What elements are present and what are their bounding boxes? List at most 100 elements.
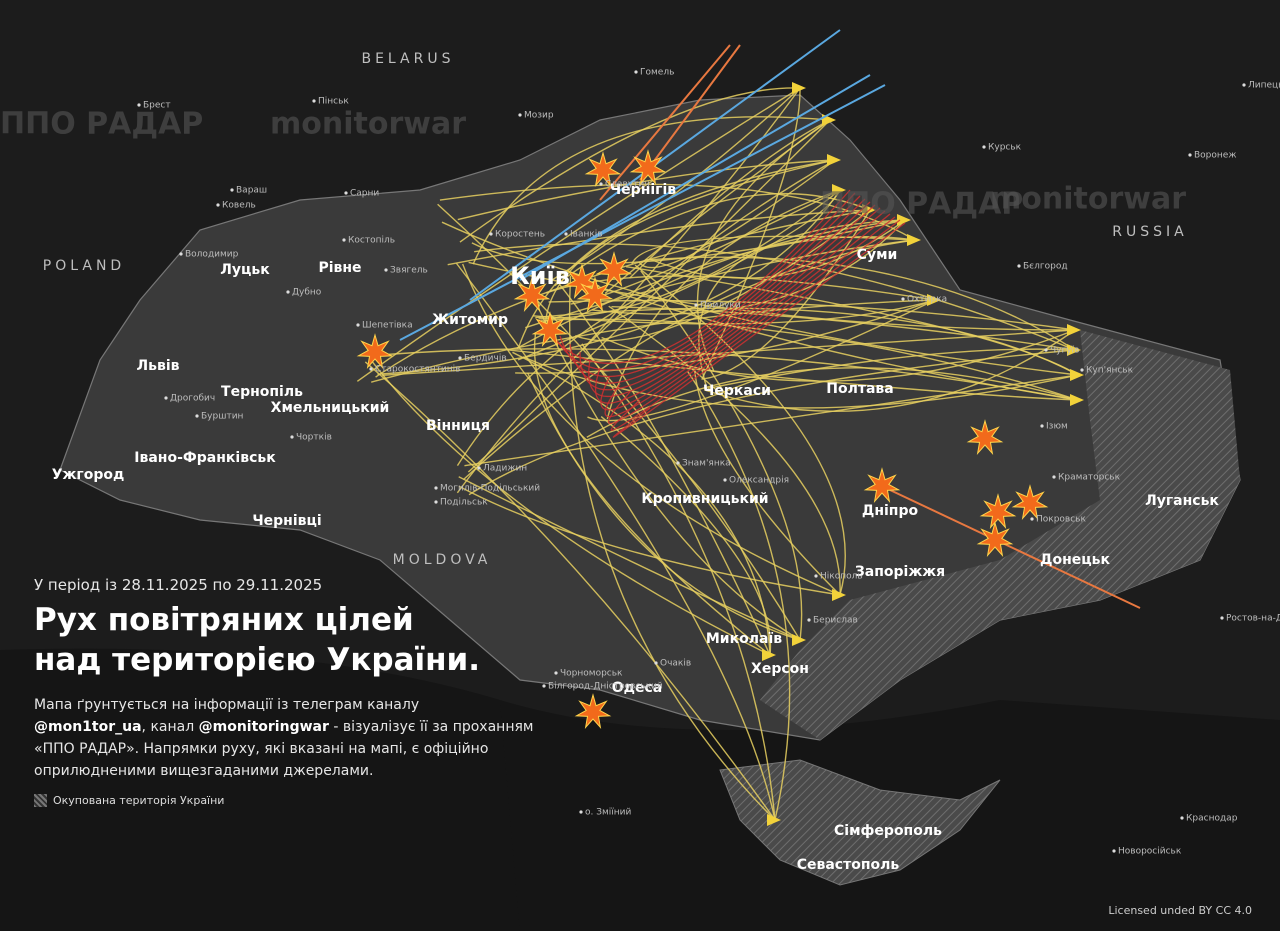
place-label: Могилів-Подільський bbox=[440, 484, 540, 494]
explosion bbox=[1011, 484, 1049, 520]
place-label: Вараш bbox=[236, 186, 267, 196]
arrowhead bbox=[792, 82, 806, 94]
place-label: Бурштин bbox=[201, 412, 244, 422]
missile-track bbox=[612, 222, 906, 438]
trajectory bbox=[461, 263, 841, 596]
trajectory bbox=[629, 119, 831, 279]
trajectory bbox=[548, 299, 1076, 331]
city-label: Ужгород bbox=[52, 467, 125, 483]
trajectory bbox=[698, 219, 906, 387]
place-label: Володимир bbox=[185, 250, 239, 260]
place-label: Ізюм bbox=[1046, 422, 1068, 432]
city-label: Одеса bbox=[612, 680, 662, 696]
trajectory bbox=[591, 219, 906, 315]
sea bbox=[0, 648, 520, 931]
trajectory bbox=[538, 189, 841, 319]
place-dot bbox=[723, 478, 727, 482]
place-label: Берислав bbox=[813, 616, 858, 626]
place-label: Пінськ bbox=[318, 97, 349, 107]
missile-track bbox=[604, 213, 891, 418]
trajectory bbox=[371, 299, 936, 383]
place-label: Гомель bbox=[640, 68, 674, 78]
place-label: Курськ bbox=[988, 143, 1022, 153]
place-dot bbox=[230, 188, 234, 192]
trajectory bbox=[441, 221, 1079, 376]
place-dot bbox=[564, 232, 568, 236]
place-dot bbox=[344, 191, 348, 195]
trajectory bbox=[554, 193, 871, 287]
place-label: Воронеж bbox=[1194, 151, 1236, 161]
city-label: Чернігів bbox=[610, 182, 676, 198]
place-dot bbox=[1112, 849, 1116, 853]
trajectory bbox=[525, 239, 916, 329]
trajectory bbox=[458, 476, 801, 641]
text: , канал bbox=[141, 719, 199, 735]
city-label: Чернівці bbox=[252, 513, 321, 529]
ballistic-track bbox=[639, 44, 741, 181]
city-label: Черкаси bbox=[703, 383, 771, 399]
arrowhead bbox=[792, 634, 806, 646]
place-dot bbox=[1242, 83, 1246, 87]
city-label: Вінниця bbox=[426, 418, 490, 434]
text: Мапа ґрунтується на інформації із телегр… bbox=[34, 697, 420, 713]
city-label: Тернопіль bbox=[221, 384, 303, 400]
missile-track bbox=[610, 219, 901, 431]
missile-track bbox=[595, 207, 881, 404]
place-label: Брест bbox=[143, 101, 171, 111]
watermark: ППО РАДАР bbox=[820, 187, 1023, 222]
arrowhead bbox=[927, 294, 941, 306]
arrowhead bbox=[832, 184, 846, 196]
trajectory bbox=[517, 159, 836, 348]
trajectory bbox=[535, 307, 1079, 376]
place-dot bbox=[542, 684, 546, 688]
place-dot bbox=[369, 367, 373, 371]
place-dot bbox=[599, 182, 603, 186]
place-label: Куп'янськ bbox=[1086, 366, 1134, 376]
trajectory bbox=[568, 275, 776, 821]
arrowhead bbox=[1067, 324, 1081, 336]
trajectory bbox=[634, 264, 846, 596]
place-label: Чугуїв bbox=[1050, 346, 1079, 356]
trajectory bbox=[456, 159, 836, 494]
legend-label: Окупована територія України bbox=[53, 794, 225, 807]
place-dot bbox=[901, 297, 905, 301]
ballistic-track bbox=[599, 44, 731, 201]
place-label: Олександрія bbox=[729, 476, 789, 486]
explosion bbox=[595, 251, 633, 287]
title-line: над територією України. bbox=[34, 642, 481, 678]
trajectory bbox=[586, 367, 1079, 438]
place-dot bbox=[1044, 348, 1048, 352]
trajectory bbox=[703, 329, 1076, 412]
trajectory bbox=[638, 159, 836, 269]
city-label: Хмельницький bbox=[271, 400, 390, 416]
place-dot bbox=[286, 290, 290, 294]
place-dot bbox=[1052, 475, 1056, 479]
trajectory bbox=[377, 189, 841, 375]
trajectory bbox=[693, 369, 841, 596]
place-label: Новоросійськ bbox=[1118, 847, 1182, 857]
trajectory bbox=[650, 219, 906, 279]
explosion bbox=[976, 521, 1014, 557]
place-dot bbox=[634, 70, 638, 74]
place-label: Покровськ bbox=[1036, 515, 1086, 525]
place-dot bbox=[489, 232, 493, 236]
trajectory bbox=[382, 329, 1076, 377]
place-dot bbox=[195, 414, 199, 418]
arrowhead bbox=[1070, 394, 1084, 406]
city-label: Херсон bbox=[751, 661, 809, 677]
watermark: ППО РАДАР bbox=[0, 107, 203, 142]
missile-track bbox=[607, 216, 896, 424]
place-dot bbox=[290, 435, 294, 439]
place-dot bbox=[434, 486, 438, 490]
arrowhead bbox=[827, 154, 841, 166]
place-label: Охтирка bbox=[907, 295, 947, 305]
place-dot bbox=[518, 113, 522, 117]
country-label: BELARUS bbox=[361, 51, 454, 67]
place-dot bbox=[434, 500, 438, 504]
country-label: POLAND bbox=[43, 258, 125, 274]
trajectory bbox=[507, 349, 1079, 401]
place-label: Старокостянтинів bbox=[375, 365, 460, 375]
place-dot bbox=[654, 661, 658, 665]
place-label: Ковель bbox=[222, 201, 256, 211]
trajectory bbox=[462, 239, 916, 481]
